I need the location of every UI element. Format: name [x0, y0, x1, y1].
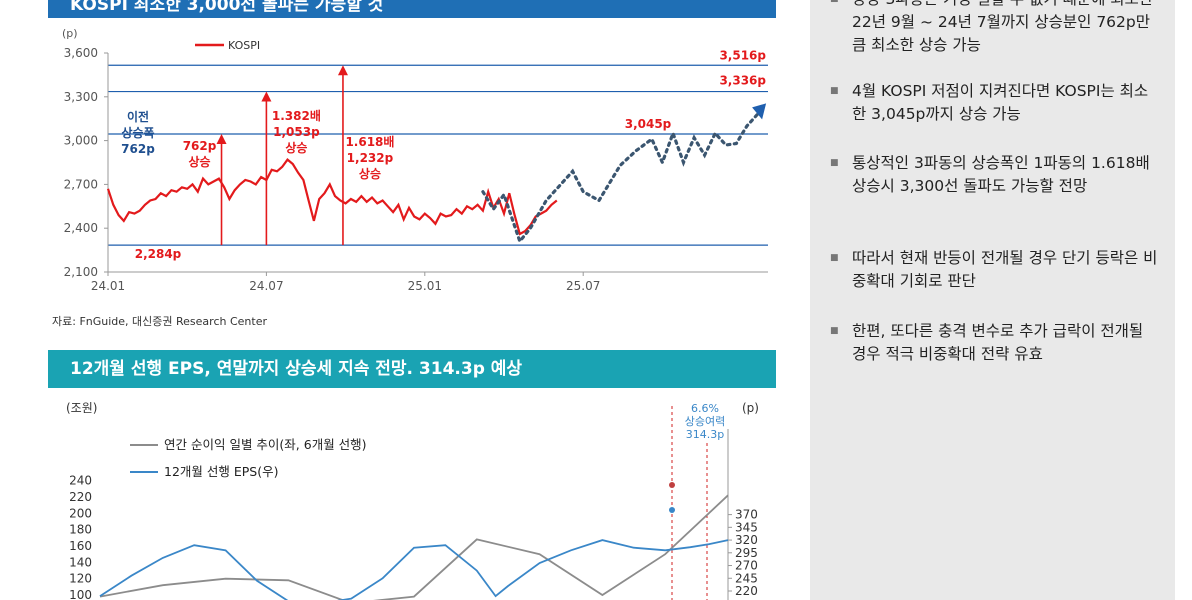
- bullet-marker: ■: [830, 253, 839, 263]
- y-tick-label: 2,100: [64, 265, 98, 279]
- right-tick-label: 320: [735, 533, 758, 547]
- upside-label: 314.3p: [686, 428, 724, 441]
- bullet-marker: ■: [830, 0, 839, 11]
- right-tick-label: 270: [735, 559, 758, 573]
- projection-arrowhead: [752, 103, 767, 120]
- kospi-arrows: [216, 65, 348, 246]
- legend-label-kospi: KOSPI: [228, 39, 260, 52]
- bullet-item: ■ 통상적인 3파동의 상승폭인 1파동의 1.618배 상승시 3,300선 돌…: [830, 152, 1160, 198]
- bullet-item: ■ 당장 3파동은 기정 길할 수 없기 때문에 최소한 22년 9월 ~ 24년…: [830, 0, 1160, 57]
- rise-arrowhead: [216, 134, 227, 145]
- right-tick-label: 245: [735, 571, 758, 585]
- y-tick-label: 3,300: [64, 90, 98, 104]
- x-tick-label: 24.07: [249, 279, 283, 293]
- bullet-text: 통상적인 3파동의 상승폭인 1파동의 1.618배 상승시 3,300선 돌파…: [852, 154, 1150, 195]
- arrow-label: 1,232p: [347, 151, 394, 165]
- left-tick-label: 160: [69, 539, 92, 553]
- bullet-marker: ■: [830, 158, 839, 168]
- bullet-item: ■ 한편, 또다른 충격 변수로 추가 급락이 전개될 경우 적극 비중확대 전략…: [830, 320, 1160, 366]
- right-tick-label: 220: [735, 584, 758, 598]
- kospi-axes: 2,100 2,400 2,700 3,000 3,300 3,600 24.01 24.07…: [62, 27, 768, 293]
- previous-rise-label: 상승폭: [121, 125, 154, 140]
- bullet-text: 4월 KOSPI 저점이 지켜진다면 KOSPI는 최소한 3,045p까지 상…: [852, 82, 1149, 123]
- bullet-text: 따라서 현재 반등이 전개될 경우 단기 등락은 비중확대 기회로 판단: [852, 249, 1158, 290]
- x-tick-label: 25.01: [408, 279, 442, 293]
- bullet-item: ■ 4월 KOSPI 저점이 지켜진다면 KOSPI는 최소한 3,045p까지 …: [830, 80, 1160, 126]
- bullet-text: 한편, 또다른 충격 변수로 추가 급락이 전개될 경우 적극 비중확대 전략 …: [852, 322, 1144, 363]
- marker-point-blue: [669, 507, 675, 513]
- left-tick-label: 100: [69, 588, 92, 600]
- y-tick-label: 3,000: [64, 134, 98, 148]
- right-tick-label: 370: [735, 508, 758, 522]
- eps-net-income-line: [99, 494, 729, 600]
- arrow-label: 1,053p: [273, 125, 320, 139]
- kospi-legend: KOSPI: [195, 39, 260, 52]
- marker-point-gray: [669, 482, 675, 488]
- bullet-text: 당장 3파동은 기정 길할 수 없기 때문에 최소한 22년 9월 ~ 24년 …: [852, 0, 1153, 54]
- arrow-label: 상승: [188, 154, 210, 169]
- bullet-marker: ■: [830, 86, 839, 96]
- y-tick-label: 2,400: [64, 221, 98, 235]
- rise-arrowhead: [337, 65, 348, 76]
- eps-markers: [669, 406, 708, 600]
- upside-label: 6.6%: [691, 402, 719, 415]
- ref-label-3336: 3,336p: [719, 74, 766, 88]
- x-tick-label: 24.01: [91, 279, 125, 293]
- arrow-label: 1.618배: [345, 134, 394, 149]
- kospi-reference-lines: [108, 64, 768, 246]
- y-axis-unit: (p): [62, 27, 78, 40]
- chart1-title: KOSPI 최소한 3,000선 돌파는 가능할 것: [48, 0, 776, 18]
- ref-label-3045: 3,045p: [625, 117, 672, 131]
- right-tick-label: 345: [735, 520, 758, 534]
- left-tick-label: 220: [69, 490, 92, 504]
- arrow-label: 1.382배: [272, 108, 321, 123]
- right-tick-label: 295: [735, 546, 758, 560]
- y-tick-label: 2,700: [64, 177, 98, 191]
- chart1-source: 자료: FnGuide, 대신증권 Research Center: [52, 315, 267, 328]
- kospi-chart: 2,100 2,400 2,700 3,000 3,300 3,600 24.01 24.07…: [62, 27, 768, 293]
- left-tick-label: 120: [69, 572, 92, 586]
- arrow-label: 상승: [285, 140, 307, 155]
- left-tick-label: 180: [69, 523, 92, 537]
- eps-legend: 연간 순이익 일별 추이(좌, 6개월 선행) 12개월 선행 EPS(우): [130, 437, 367, 479]
- right-axis-unit: (p): [742, 401, 759, 415]
- upside-label: 상승여력: [685, 415, 725, 428]
- rise-arrowhead: [261, 91, 272, 102]
- left-axis-unit: (조원): [66, 401, 97, 415]
- ref-label-3516: 3,516p: [719, 48, 766, 62]
- kospi-series-line: [106, 158, 558, 236]
- previous-rise-label: 이전: [127, 109, 149, 124]
- y-tick-label: 3,600: [64, 46, 98, 60]
- arrow-label: 상승: [359, 166, 381, 181]
- x-tick-label: 25.07: [566, 279, 600, 293]
- left-tick-label: 200: [69, 506, 92, 520]
- left-tick-label: 240: [69, 474, 92, 488]
- left-tick-label: 140: [69, 555, 92, 569]
- eps-chart: 1001201401601802002202402202452702953203…: [66, 401, 759, 600]
- legend-label-net-income: 연간 순이익 일별 추이(좌, 6개월 선행): [164, 437, 367, 452]
- chart2-title: 12개월 선행 EPS, 연말까지 상승세 지속 전망. 314.3p 예상: [48, 350, 776, 388]
- eps-forward-line: [99, 539, 729, 600]
- commentary-panel: ■ 당장 3파동은 기정 길할 수 없기 때문에 최소한 22년 9월 ~ 24년…: [810, 0, 1175, 600]
- legend-label-eps: 12개월 선행 EPS(우): [164, 464, 278, 479]
- bullet-marker: ■: [830, 326, 839, 336]
- eps-axes: 1001201401601802002202402202452702953203…: [66, 401, 759, 600]
- ref-label-2284: 2,284p: [135, 247, 182, 261]
- previous-rise-label: 762p: [121, 142, 155, 156]
- kospi-projection-line: [481, 109, 762, 245]
- bullet-item: ■ 따라서 현재 반등이 전개될 경우 단기 등락은 비중확대 기회로 판단: [830, 247, 1160, 293]
- arrow-label: 762p: [183, 139, 217, 153]
